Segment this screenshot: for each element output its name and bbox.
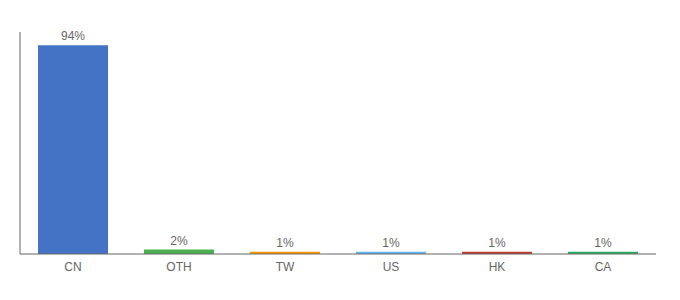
svg-text:TW: TW	[276, 260, 295, 274]
svg-text:US: US	[383, 260, 400, 274]
svg-text:HK: HK	[489, 260, 506, 274]
svg-text:CA: CA	[595, 260, 612, 274]
svg-text:2%: 2%	[170, 234, 188, 248]
svg-text:1%: 1%	[488, 236, 506, 250]
svg-text:OTH: OTH	[166, 260, 191, 274]
svg-text:1%: 1%	[382, 236, 400, 250]
svg-text:94%: 94%	[61, 29, 85, 43]
svg-text:CN: CN	[64, 260, 81, 274]
svg-text:1%: 1%	[594, 236, 612, 250]
svg-text:1%: 1%	[276, 236, 294, 250]
